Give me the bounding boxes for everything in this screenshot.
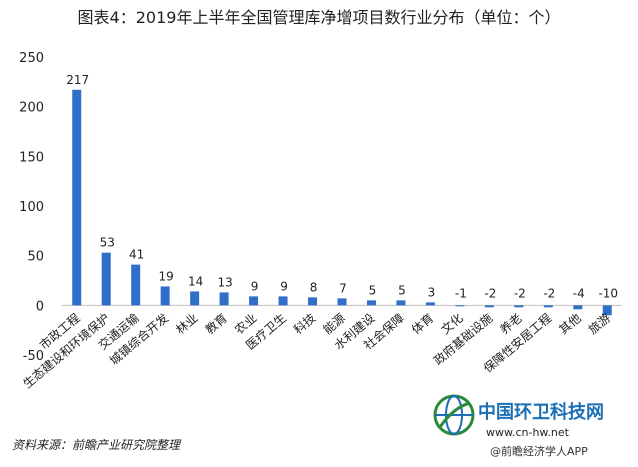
- bar: [219, 292, 229, 306]
- data-label: 5: [398, 283, 406, 297]
- data-label: 217: [66, 73, 89, 87]
- bar: [396, 300, 406, 306]
- brand-name: 中国环卫科技网: [478, 402, 604, 423]
- bar: [337, 298, 347, 306]
- data-label: 41: [129, 248, 144, 262]
- data-label: -2: [484, 286, 496, 300]
- data-label: 13: [217, 275, 232, 289]
- data-label: 5: [369, 283, 377, 297]
- chart-title: 图表4：2019年上半年全国管理库净增项目数行业分布（单位：个）: [77, 8, 561, 27]
- category-label: 林业: [173, 311, 200, 337]
- data-label: 19: [159, 269, 174, 283]
- data-label: -10: [598, 286, 618, 300]
- bar: [573, 305, 583, 310]
- y-tick-label: 150: [19, 150, 44, 165]
- data-label: 3: [428, 285, 436, 299]
- data-label: -4: [573, 286, 585, 300]
- y-tick-label: 200: [19, 101, 44, 116]
- data-label: 14: [188, 274, 203, 288]
- bar: [278, 296, 288, 306]
- category-label: 其他: [556, 311, 583, 337]
- globe-leaf-icon: [433, 394, 475, 436]
- bar: [101, 252, 111, 306]
- brand-url: www.cn-hw.net: [486, 426, 569, 439]
- category-label: 教育: [202, 310, 230, 337]
- data-label: 53: [100, 236, 115, 250]
- bar: [514, 305, 524, 308]
- bar: [543, 305, 553, 308]
- y-tick-label: 50: [27, 250, 44, 265]
- bar: [484, 305, 494, 308]
- y-tick-label: 100: [19, 200, 44, 215]
- y-tick-label: 0: [36, 299, 44, 314]
- bar: [308, 297, 318, 306]
- y-tick-label: -50: [23, 349, 44, 364]
- category-label: 科技: [291, 311, 318, 337]
- data-label: 7: [339, 281, 347, 295]
- bar: [160, 286, 170, 306]
- app-watermark: @前瞻经济学人APP: [490, 445, 588, 458]
- data-label: 9: [280, 279, 288, 293]
- bar: [425, 302, 435, 306]
- source-note: 资料来源：前瞻产业研究院整理: [12, 438, 181, 452]
- data-label: 8: [310, 280, 318, 294]
- data-label: 9: [251, 279, 259, 293]
- bar: [366, 300, 376, 306]
- bar: [190, 291, 200, 306]
- category-label: 体育: [408, 310, 436, 337]
- data-label: -2: [514, 286, 526, 300]
- bar: [455, 305, 465, 307]
- data-label: -2: [543, 286, 555, 300]
- y-tick-label: 250: [19, 51, 44, 66]
- bar: [249, 296, 259, 306]
- bar: [602, 305, 612, 316]
- data-label: -1: [455, 286, 467, 300]
- bar: [131, 264, 141, 306]
- bar: [72, 89, 82, 306]
